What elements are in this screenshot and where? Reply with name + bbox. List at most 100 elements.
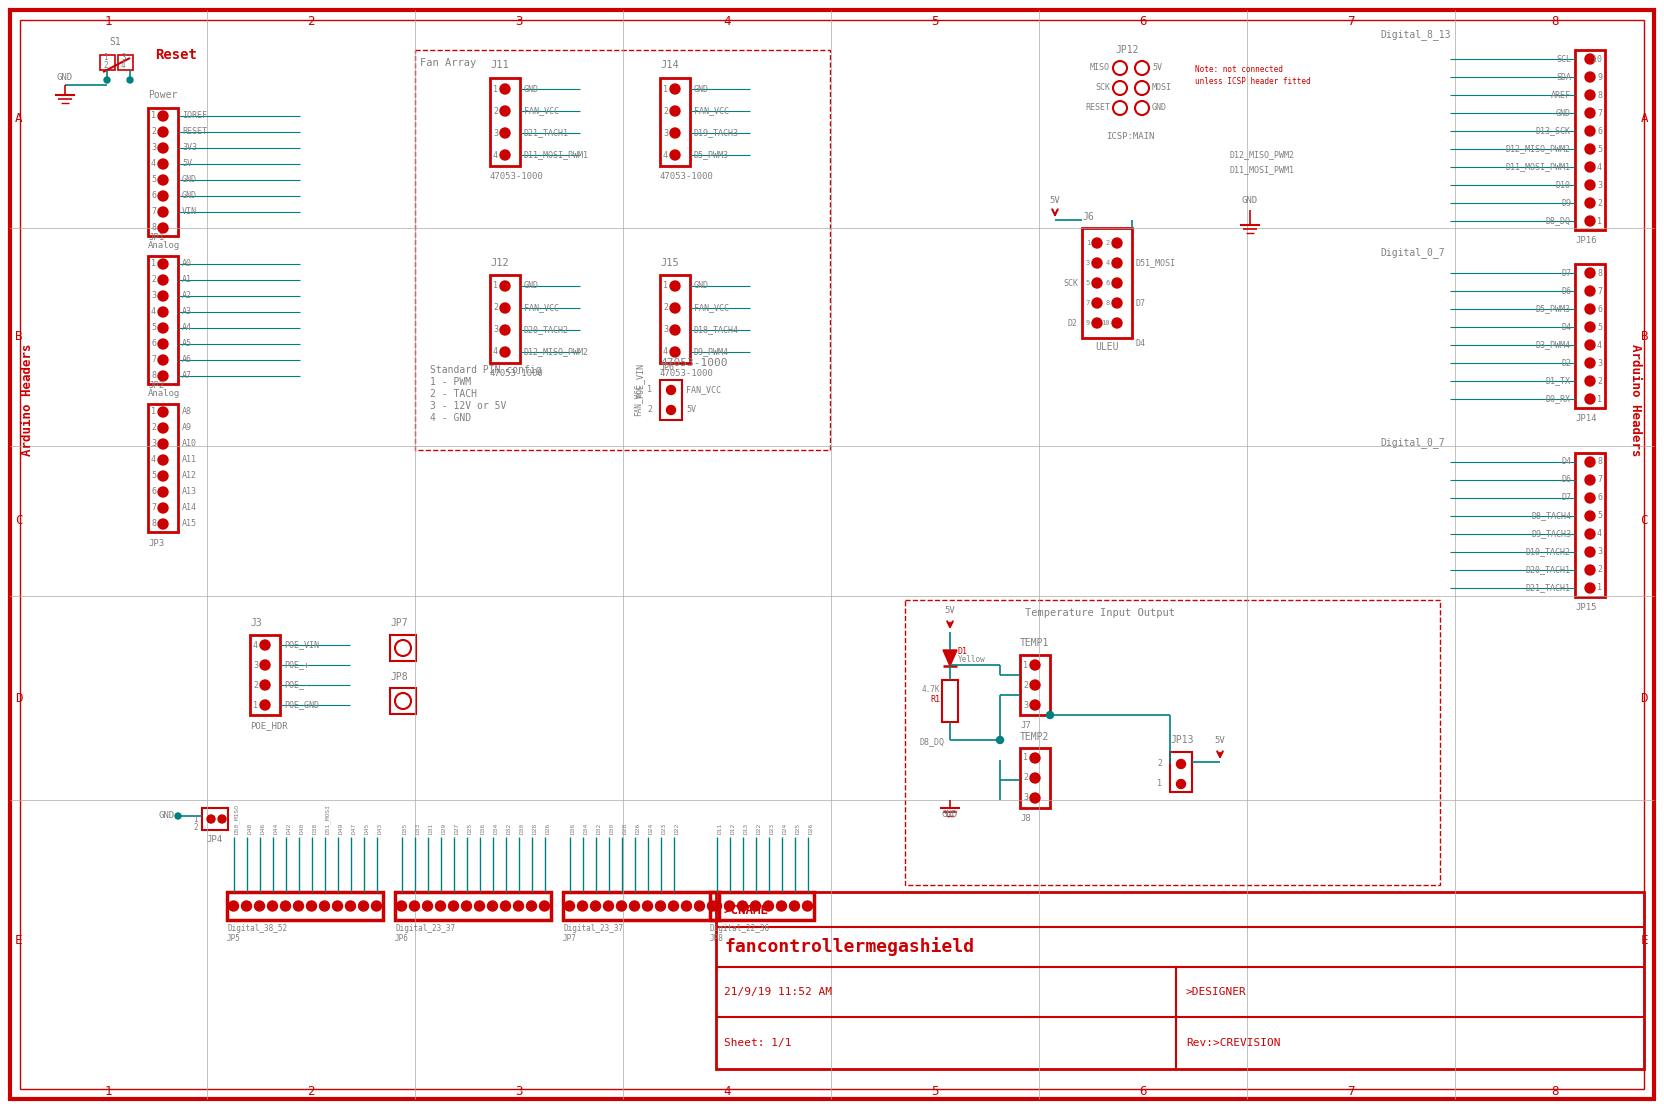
Text: FAN_VCC: FAN_VCC <box>524 106 559 115</box>
Text: 7: 7 <box>1348 1085 1354 1098</box>
Text: 47053-1000: 47053-1000 <box>661 172 714 181</box>
Text: Arduino Headers: Arduino Headers <box>22 344 35 456</box>
Text: JP12: JP12 <box>1115 45 1138 55</box>
Text: 5: 5 <box>151 175 156 184</box>
Text: 3: 3 <box>1597 358 1602 367</box>
Circle shape <box>642 901 652 910</box>
Text: 8: 8 <box>1597 268 1602 277</box>
Text: D12_MISO_PWM2: D12_MISO_PWM2 <box>1506 144 1571 153</box>
Bar <box>389 688 416 714</box>
Circle shape <box>103 77 110 83</box>
Circle shape <box>724 901 734 910</box>
Circle shape <box>1092 278 1102 288</box>
Text: J8: J8 <box>1020 814 1030 823</box>
Text: D19_TACH3: D19_TACH3 <box>694 129 739 138</box>
Circle shape <box>1112 298 1122 308</box>
Text: D24: D24 <box>649 823 654 834</box>
Text: D40: D40 <box>300 823 305 834</box>
Text: GND: GND <box>181 192 196 201</box>
Circle shape <box>667 406 676 415</box>
Text: GND: GND <box>1151 103 1166 112</box>
Bar <box>661 275 691 363</box>
Text: 4: 4 <box>121 61 125 70</box>
Circle shape <box>293 901 303 910</box>
Circle shape <box>671 106 681 116</box>
Text: D23: D23 <box>769 823 774 834</box>
Text: Analog: Analog <box>148 389 180 398</box>
Text: D5_PWM3: D5_PWM3 <box>694 151 729 160</box>
Text: Reset: Reset <box>155 48 196 62</box>
Text: 4: 4 <box>1597 340 1602 349</box>
Text: C: C <box>1641 515 1647 528</box>
Text: GND: GND <box>694 282 709 291</box>
Text: D24: D24 <box>782 823 787 834</box>
Text: D45: D45 <box>364 823 369 834</box>
Text: POE_VIN: POE_VIN <box>285 641 319 650</box>
Bar <box>148 404 178 532</box>
Circle shape <box>1030 753 1040 763</box>
Text: D36: D36 <box>571 823 576 834</box>
Circle shape <box>1586 547 1596 557</box>
Text: D1: D1 <box>958 648 968 657</box>
Text: 8: 8 <box>151 224 156 233</box>
Circle shape <box>158 159 168 169</box>
Circle shape <box>1030 773 1040 783</box>
Circle shape <box>260 640 270 650</box>
Bar <box>1170 752 1191 792</box>
Text: 8: 8 <box>151 519 156 529</box>
Circle shape <box>126 77 133 83</box>
Bar <box>1020 655 1050 715</box>
Text: 1: 1 <box>1156 780 1161 788</box>
Text: 6: 6 <box>1140 16 1146 28</box>
Text: 1: 1 <box>1023 661 1028 670</box>
Text: A8: A8 <box>181 407 191 417</box>
Text: 8: 8 <box>1107 301 1110 306</box>
Circle shape <box>158 111 168 121</box>
Text: Fan Array: Fan Array <box>419 58 476 68</box>
Circle shape <box>158 503 168 513</box>
Bar <box>716 892 1644 1069</box>
Circle shape <box>707 901 717 910</box>
Text: 6: 6 <box>1107 279 1110 286</box>
Text: Digital_0_7: Digital_0_7 <box>1379 437 1444 448</box>
Text: A13: A13 <box>181 488 196 497</box>
Text: D25: D25 <box>468 823 473 834</box>
Circle shape <box>1112 278 1122 288</box>
Text: D9: D9 <box>1561 199 1571 207</box>
Text: D42: D42 <box>286 823 291 834</box>
Text: Digital_23_37: Digital_23_37 <box>562 924 622 933</box>
Circle shape <box>241 901 251 910</box>
Text: 1: 1 <box>662 84 667 93</box>
Text: 5V: 5V <box>945 606 955 615</box>
Text: D20_TACH2: D20_TACH2 <box>524 326 569 335</box>
Text: JP3: JP3 <box>148 539 165 548</box>
Text: 3: 3 <box>1023 701 1028 710</box>
Text: D6: D6 <box>1561 476 1571 485</box>
Text: D20_TACH1: D20_TACH1 <box>1526 566 1571 574</box>
Text: 1: 1 <box>662 282 667 291</box>
Text: D51_MOSI: D51_MOSI <box>326 804 331 834</box>
Circle shape <box>577 901 587 910</box>
Text: D32: D32 <box>596 823 601 834</box>
Circle shape <box>158 487 168 497</box>
Text: A1: A1 <box>181 275 191 285</box>
Circle shape <box>158 423 168 433</box>
Text: 6: 6 <box>1140 1085 1146 1098</box>
Circle shape <box>371 901 381 910</box>
Text: J3: J3 <box>250 618 261 628</box>
Text: 4: 4 <box>253 641 258 650</box>
Circle shape <box>158 175 168 185</box>
Text: 2: 2 <box>1597 376 1602 386</box>
Text: D30: D30 <box>609 823 614 834</box>
Circle shape <box>175 813 181 820</box>
Text: 4: 4 <box>662 151 667 160</box>
Text: 8: 8 <box>1551 16 1558 28</box>
Text: IOREF: IOREF <box>181 112 206 121</box>
Circle shape <box>474 901 484 910</box>
Text: JP15: JP15 <box>1576 603 1596 612</box>
Circle shape <box>667 386 676 395</box>
Circle shape <box>1586 583 1596 593</box>
Circle shape <box>1586 126 1596 136</box>
Text: 2: 2 <box>1156 760 1161 769</box>
Circle shape <box>1586 144 1596 154</box>
